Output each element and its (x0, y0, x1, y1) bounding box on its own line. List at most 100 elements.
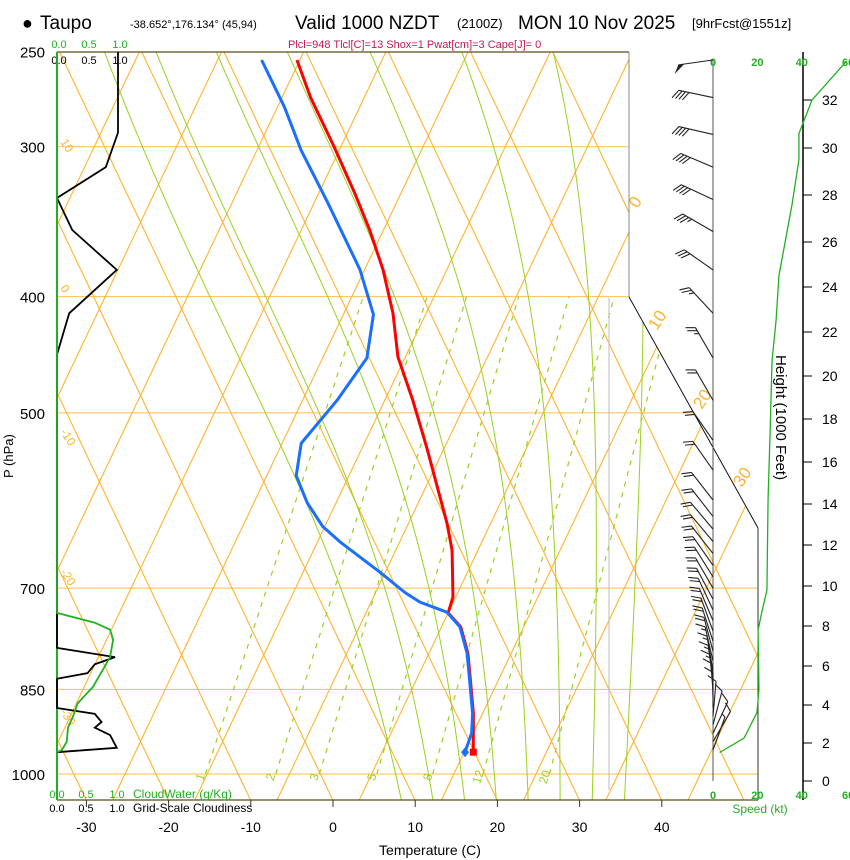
height-tick-label: 20 (822, 368, 838, 384)
wind-barb-feather (707, 675, 717, 682)
cloudwater-tick-top: 0.0 (51, 39, 66, 51)
wind-barb-staff (690, 501, 714, 530)
mixing-ratio-label: 8 (420, 771, 435, 782)
wind-barb-feather (684, 539, 695, 541)
cloudwater-tick-bottom: 0.5 (78, 789, 93, 801)
wind-barb-staff (692, 441, 714, 471)
header: ● Taupo -38.652°,176.134° (45,94) Valid … (22, 13, 791, 51)
wind-barb (692, 605, 714, 642)
speed-tick-label-bottom: 40 (796, 790, 808, 802)
wind-barb-feather (679, 287, 690, 291)
speed-tick-label-top: 60 (842, 57, 850, 69)
wind-barb (685, 369, 714, 401)
wind-barb-feather (679, 217, 690, 223)
wind-barb (707, 675, 717, 717)
wind-barb-feather (681, 128, 690, 137)
wind-barb-staff (712, 681, 717, 717)
wind-barb-feather (676, 215, 686, 222)
wind-barb (700, 649, 714, 690)
cloudwater-tick-top: 1.0 (112, 39, 127, 51)
wind-barb-feather (700, 649, 711, 655)
wind-barb-feather (679, 187, 688, 194)
wind-barb-feather (682, 188, 692, 196)
dry-adiabat-line (382, 52, 745, 800)
isotherm-label: 10 (644, 307, 670, 333)
wind-barb-feather (681, 471, 692, 475)
cloudwater-label: CloudWater (g/Kg) (133, 787, 232, 801)
temperature-tick-label: 40 (654, 819, 670, 835)
wind-barb-staff (701, 607, 714, 642)
wind-barb (672, 184, 714, 201)
wind-barb-feather (683, 491, 694, 494)
dry-adiabat-label: 0 (57, 282, 73, 295)
dry-adiabat-line (57, 52, 169, 800)
wind-barb-feather (684, 413, 695, 416)
moist-adiabat-line (206, 52, 466, 800)
wind-barb-feather (673, 213, 683, 220)
dry-adiabat-line (217, 52, 580, 800)
x-axis-title: Temperature (C) (379, 842, 481, 858)
dry-adiabat-label: 10 (57, 136, 76, 155)
dry-adiabat-line (299, 52, 663, 800)
forecast-info: [9hrFcst@1551z] (692, 16, 791, 31)
wind-barb-feather (682, 516, 693, 520)
wind-barb-feather (678, 127, 687, 136)
valid-date: MON 10 Nov 2025 (518, 13, 675, 34)
wind-barb-feather (694, 614, 705, 618)
wind-barb-staff (696, 568, 714, 600)
wind-barb-staff (692, 411, 714, 441)
wind-barb (681, 488, 714, 517)
height-tick-label: 10 (822, 578, 838, 594)
cloudiness-tick-top: 0.0 (51, 55, 66, 67)
wind-barb-feather (690, 589, 701, 593)
wind-barb (681, 525, 714, 554)
dewpoint-line (260, 59, 475, 753)
pressure-tick-label: 500 (20, 406, 45, 423)
wind-barb (712, 702, 731, 743)
mixing-ratio-line (204, 296, 364, 775)
wind-barb-feather (721, 693, 729, 702)
wind-barb-half-feather (705, 655, 711, 659)
isotherm-line (276, 52, 639, 800)
wind-barb (674, 59, 714, 75)
temperature-tick-label: 30 (572, 819, 588, 835)
temperature-tick-label: -30 (76, 819, 96, 835)
wind-barb-feather (675, 249, 685, 255)
speed-tick-label-top: 0 (710, 57, 716, 69)
plot-frame (56, 51, 804, 801)
temperature-tick-label: 10 (407, 819, 423, 835)
height-tick-label: 18 (822, 411, 838, 427)
wind-barb-half-feather (688, 292, 695, 295)
wind-barb-feather (672, 184, 682, 191)
sounding-indices: Plcl=948 Tlcl[C]=13 Shox=1 Pwat[cm]=3 Ca… (288, 39, 541, 51)
wind-barb (679, 287, 714, 314)
wind-barb-feather (677, 251, 688, 257)
wind-barb-feather (681, 525, 692, 528)
moist-adiabat-line (360, 52, 529, 800)
wind-barb-staff (691, 472, 714, 501)
temperature-line (295, 59, 475, 753)
speed-tick-label-bottom: 20 (751, 790, 763, 802)
wind-barb-staff (712, 716, 726, 751)
utc-time: (2100Z) (457, 16, 503, 31)
wind-barb (671, 126, 714, 137)
wind-barb (685, 557, 714, 589)
background-isopleths (57, 52, 758, 800)
cloudiness-tick-bottom: 0.0 (49, 803, 64, 815)
wind-barb (682, 411, 714, 441)
height-tick-label: 28 (822, 187, 838, 203)
speed-tick-label-top: 20 (751, 57, 763, 69)
wind-barb-feather (671, 89, 680, 99)
temperature-tick-label: -10 (241, 819, 261, 835)
isotherm-line (194, 52, 557, 800)
wind-barb (671, 89, 714, 101)
dry-adiabat-line (135, 52, 498, 800)
cloudwater-tick-top: 0.5 (81, 39, 96, 51)
isotherm-label: 0 (625, 193, 646, 211)
wind-barb-staff (712, 701, 729, 734)
surface-temperature-marker (469, 748, 477, 756)
wind-barb (672, 152, 714, 168)
wind-barb-staff (690, 514, 714, 542)
cloud-panel: 0.0 0.0 0.0 0.0 0.5 0.5 0.5 0.5 1.0 1.0 1.0 1.0 (49, 39, 127, 815)
wind-barb-half-feather (721, 712, 726, 718)
